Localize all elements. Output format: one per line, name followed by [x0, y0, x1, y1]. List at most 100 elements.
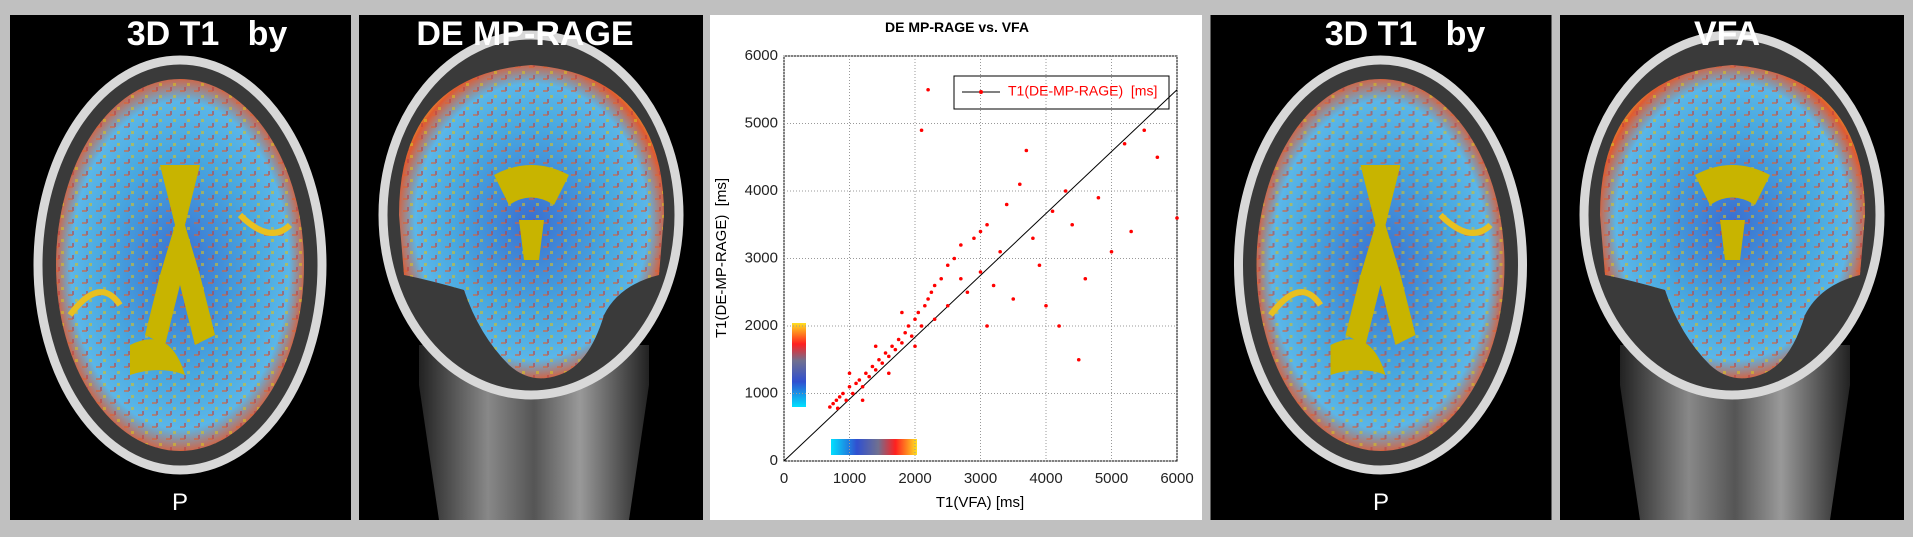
point — [985, 324, 989, 328]
point — [873, 344, 878, 349]
point — [1155, 155, 1160, 160]
y-tick-label: 4000 — [745, 182, 778, 199]
point — [1076, 357, 1081, 362]
point — [860, 384, 865, 389]
x-tick-label: 3000 — [964, 470, 997, 487]
point — [972, 236, 976, 241]
x-tick-label: 0 — [780, 470, 788, 487]
point — [903, 330, 907, 335]
point — [873, 368, 878, 372]
point — [1004, 202, 1009, 207]
point — [1175, 216, 1179, 220]
x-axis-label: T1(VFA) [ms] — [936, 494, 1024, 511]
x-tick-label: 6000 — [1160, 470, 1193, 487]
point — [828, 405, 832, 409]
point — [883, 351, 888, 355]
point — [890, 344, 894, 349]
point — [913, 317, 917, 322]
point — [923, 303, 927, 308]
point — [1096, 195, 1101, 200]
point — [841, 391, 845, 396]
point — [932, 283, 937, 288]
point — [870, 364, 875, 369]
point — [877, 357, 881, 362]
point — [959, 276, 963, 281]
point — [854, 381, 858, 386]
point — [959, 243, 963, 247]
orientation-label: P — [1373, 489, 1389, 516]
chart-title: DE MP-RAGE vs. VFA — [885, 19, 1029, 35]
y-tick-label: 6000 — [745, 47, 778, 64]
legend-label: T1(DE-MP-RAGE) [ms] — [1008, 83, 1157, 99]
point — [900, 341, 904, 345]
point — [896, 337, 901, 342]
x-tick-label: 2000 — [898, 470, 931, 487]
x-tick-label: 1000 — [833, 470, 866, 487]
point — [926, 297, 930, 301]
point — [850, 391, 855, 396]
point — [1050, 209, 1055, 214]
point — [945, 303, 950, 308]
point — [939, 276, 943, 281]
point — [1109, 249, 1114, 254]
point — [978, 229, 983, 234]
point — [1018, 182, 1022, 187]
point — [1011, 297, 1016, 301]
point — [919, 324, 924, 328]
panel-title: 3D T1 by — [127, 15, 288, 53]
legend-marker — [979, 90, 983, 94]
mri-axial-image — [10, 15, 351, 520]
point — [909, 334, 914, 338]
point — [1129, 229, 1133, 234]
point — [834, 398, 839, 403]
point — [926, 87, 930, 92]
point — [864, 371, 868, 376]
point — [887, 371, 891, 376]
point — [893, 347, 898, 352]
y-axis-label: T1(DE-MP-RAGE) [ms] — [713, 178, 730, 338]
mri-coronal-image — [359, 15, 703, 520]
y-tick-label: 3000 — [745, 249, 778, 266]
point — [1122, 141, 1127, 146]
colorbar — [792, 323, 806, 407]
y-tick-label: 2000 — [745, 317, 778, 334]
point — [906, 324, 911, 328]
x-tick-label: 5000 — [1095, 470, 1128, 487]
point — [985, 222, 989, 227]
orientation-label: P — [172, 489, 188, 516]
point — [844, 398, 849, 403]
mri-axial-image — [1211, 15, 1552, 520]
point — [887, 354, 891, 359]
fit-line — [783, 89, 1178, 462]
point — [1142, 128, 1147, 133]
point — [860, 398, 865, 403]
y-tick-label: 1000 — [745, 384, 778, 401]
point — [1037, 263, 1042, 268]
point — [932, 317, 937, 322]
y-tick-label: 0 — [770, 452, 778, 469]
y-tick-label: 5000 — [745, 114, 778, 131]
colorbar — [831, 439, 917, 455]
point — [1063, 189, 1068, 193]
point — [867, 374, 871, 379]
mri-coronal-image — [1560, 15, 1904, 520]
point — [831, 401, 835, 406]
point — [978, 270, 983, 274]
point — [1057, 324, 1061, 328]
panel-title: VFA — [1694, 15, 1760, 53]
point — [952, 256, 957, 261]
point — [1083, 276, 1088, 281]
point — [857, 378, 862, 382]
point — [837, 395, 842, 399]
point — [998, 249, 1002, 254]
point — [913, 344, 917, 349]
point — [916, 310, 921, 315]
point — [847, 384, 852, 389]
point — [1070, 222, 1074, 227]
point — [965, 290, 970, 295]
point — [1044, 303, 1048, 308]
point — [945, 263, 950, 268]
point — [919, 128, 924, 133]
point — [847, 371, 852, 376]
